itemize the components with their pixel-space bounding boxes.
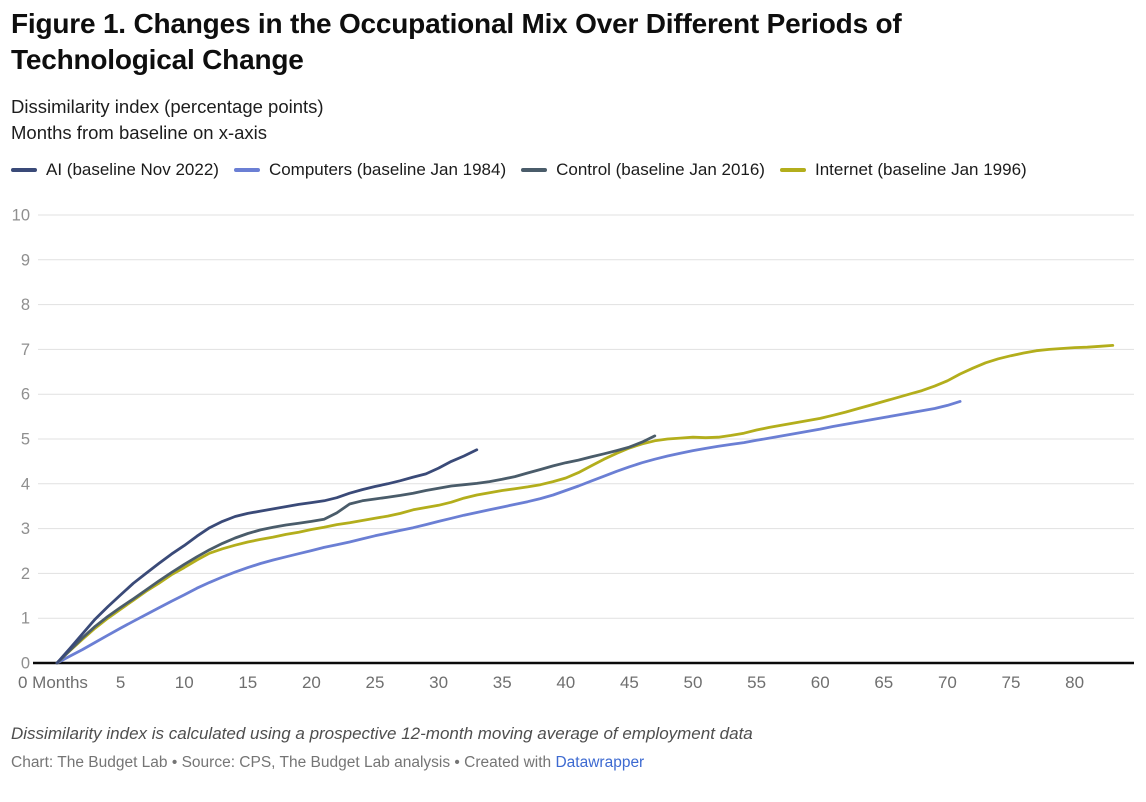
x-tick-label-10: 10	[175, 673, 194, 692]
legend-item-computers: Computers (baseline Jan 1984)	[233, 160, 507, 180]
y-tick-label-2: 2	[21, 565, 30, 583]
subtitle-line-2: Months from baseline on x-axis	[11, 122, 268, 143]
x-tick-label-75: 75	[1002, 673, 1021, 692]
credit-line: Chart: The Budget Lab • Source: CPS, The…	[11, 754, 644, 772]
y-tick-label-1: 1	[21, 610, 30, 628]
x-tick-label-50: 50	[684, 673, 703, 692]
footnote: Dissimilarity index is calculated using …	[11, 724, 753, 743]
y-tick-label-0: 0	[21, 655, 30, 673]
x-tick-label-30: 30	[429, 673, 448, 692]
x-tick-label-70: 70	[938, 673, 957, 692]
x-tick-label-35: 35	[493, 673, 512, 692]
y-tick-label-4: 4	[21, 475, 30, 493]
legend-item-control: Control (baseline Jan 2016)	[521, 160, 765, 180]
y-tick-label-3: 3	[21, 520, 30, 538]
subtitle-line-1: Dissimilarity index (percentage points)	[11, 96, 324, 117]
series-line-internet	[55, 344, 1115, 665]
page-title: Figure 1. Changes in the Occupational Mi…	[11, 8, 902, 75]
y-tick-label-5: 5	[21, 431, 30, 449]
legend-swatch-control	[521, 168, 548, 172]
legend-label-computers: Computers (baseline Jan 1984)	[268, 160, 507, 179]
x-tick-label-60: 60	[811, 673, 830, 692]
x-tick-label-5: 5	[116, 673, 125, 692]
y-tick-label-10: 10	[12, 207, 30, 225]
series-line-ai	[55, 448, 479, 665]
y-tick-label-6: 6	[21, 386, 30, 404]
y-tick-label-9: 9	[21, 251, 30, 269]
x-tick-label-15: 15	[238, 673, 257, 692]
y-tick-label-7: 7	[21, 341, 30, 359]
chart-subtitle: Dissimilarity index (percentage points) …	[11, 94, 324, 146]
x-tick-label-80: 80	[1065, 673, 1084, 692]
x-tick-label-40: 40	[556, 673, 575, 692]
legend-swatch-computers	[233, 168, 260, 172]
credit-text: Chart: The Budget Lab • Source: CPS, The…	[11, 754, 556, 771]
legend-item-ai: AI (baseline Nov 2022)	[11, 160, 219, 180]
x-tick-label-45: 45	[620, 673, 639, 692]
x-tick-label-25: 25	[366, 673, 385, 692]
x-tick-label-20: 20	[302, 673, 321, 692]
chart-area: 0 1 2 3 4 5 6 7 8 9 10 0 Months 5 10 15 20 25 30 35 40 45 50 5…	[0, 195, 1146, 715]
legend-item-internet: Internet (baseline Jan 1996)	[779, 160, 1027, 180]
y-tick-label-8: 8	[21, 296, 30, 314]
x-tick-label-55: 55	[747, 673, 766, 692]
legend-label-ai: AI (baseline Nov 2022)	[46, 160, 219, 179]
legend-swatch-internet	[779, 168, 806, 172]
series-line-computers	[55, 400, 962, 665]
legend-swatch-ai	[11, 168, 37, 172]
x-tick-label-0: 0 Months	[18, 673, 88, 692]
legend: AI (baseline Nov 2022) Computers (baselin…	[11, 160, 1027, 180]
x-tick-label-65: 65	[874, 673, 893, 692]
series-line-control	[55, 434, 657, 665]
legend-label-internet: Internet (baseline Jan 1996)	[814, 160, 1027, 179]
datawrapper-link[interactable]: Datawrapper	[555, 754, 645, 771]
legend-label-control: Control (baseline Jan 2016)	[556, 160, 765, 179]
